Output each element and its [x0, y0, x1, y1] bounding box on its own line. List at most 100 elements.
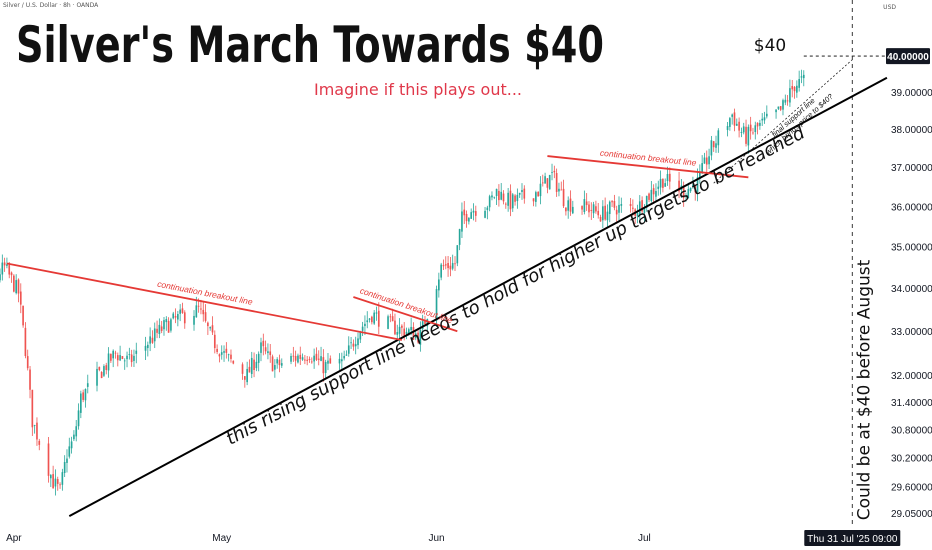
candle-body	[207, 322, 209, 327]
candle-body	[715, 143, 717, 148]
candle-body	[119, 355, 121, 361]
candle-body	[264, 347, 267, 352]
candle-body	[373, 312, 376, 324]
candle-body	[329, 358, 332, 364]
candle-body	[791, 85, 794, 90]
price-tick-label: 36.00000	[891, 202, 932, 213]
candle-body	[583, 199, 586, 212]
candle-body	[304, 359, 306, 361]
candle-body	[308, 359, 311, 361]
time-axis: Apr May Jun Jul Thu 31 Jul '25 09:00	[6, 530, 901, 546]
candle-body	[241, 364, 244, 374]
candle-body	[486, 207, 489, 211]
candle-body	[160, 326, 163, 331]
candle-body	[775, 109, 777, 113]
candle-body	[802, 74, 805, 79]
candle-body	[63, 461, 66, 474]
candle-body	[292, 355, 295, 357]
candle-body	[123, 360, 126, 362]
candle-body	[10, 272, 13, 276]
candle-body	[375, 312, 378, 314]
candle-body	[689, 187, 692, 192]
candle-body	[170, 319, 172, 331]
candle-body	[602, 206, 604, 221]
candle-body	[31, 389, 34, 428]
candle-body	[357, 338, 359, 346]
candle-body	[484, 210, 486, 218]
candle-body	[560, 189, 563, 191]
candle-body	[407, 329, 410, 334]
candle-body	[500, 191, 503, 200]
support-line-label: this rising support line needs to hold f…	[223, 122, 809, 449]
candle-body	[232, 360, 235, 364]
candle-body	[629, 204, 632, 207]
time-tick-label: Apr	[6, 533, 22, 544]
candle-body	[565, 207, 567, 212]
candle-body	[692, 184, 694, 187]
candle-body	[417, 332, 419, 343]
price-tick-label: 32.00000	[891, 371, 932, 382]
candle-body	[211, 325, 214, 333]
candle-body	[618, 204, 620, 213]
candle-body	[66, 458, 68, 463]
candle-body	[301, 357, 304, 360]
candle-body	[38, 440, 41, 445]
candle-body	[442, 265, 445, 267]
candle-body	[493, 196, 496, 198]
currency-label: USD	[883, 4, 896, 11]
candle-body	[359, 331, 362, 340]
candle-body	[116, 355, 119, 361]
price-tick-label: 38.00000	[891, 125, 932, 136]
candle-body	[655, 191, 657, 197]
time-badge	[804, 530, 901, 546]
candle-body	[444, 264, 447, 266]
candle-body	[763, 117, 766, 121]
candle-body	[599, 216, 602, 222]
candle-body	[648, 193, 650, 200]
candle-body	[398, 326, 401, 334]
candle-body	[114, 352, 117, 354]
candle-body	[322, 357, 325, 374]
candle-body	[685, 195, 687, 197]
candle-body	[172, 313, 175, 319]
candle-body	[364, 323, 366, 327]
candle-body	[320, 356, 322, 361]
candle-body	[225, 348, 228, 353]
candle-body	[738, 121, 740, 131]
candle-body	[26, 356, 29, 369]
candle-body	[645, 195, 648, 208]
candle-body	[652, 188, 655, 195]
price-tick-label: 29.05000	[891, 509, 932, 520]
candle-body	[163, 320, 165, 330]
candle-body	[682, 185, 685, 198]
candle-body	[149, 336, 151, 344]
candle-body	[632, 207, 634, 209]
candle-body	[306, 359, 309, 361]
candle-body	[731, 114, 734, 117]
candle-body	[509, 190, 512, 210]
candle-body	[595, 206, 597, 212]
candle-body	[754, 125, 757, 132]
candle-body	[59, 484, 61, 486]
candle-body	[449, 265, 452, 270]
candle-body	[474, 211, 477, 216]
candle-body	[581, 206, 583, 210]
candle-body	[424, 320, 426, 325]
candle-body	[747, 126, 750, 146]
candle-body	[246, 368, 248, 383]
candle-body	[463, 209, 466, 216]
support-line	[68, 76, 888, 517]
candle-body	[604, 205, 606, 220]
candle-body	[361, 326, 364, 331]
candle-body	[438, 279, 440, 291]
candle-body	[401, 325, 403, 328]
candle-body	[52, 474, 54, 489]
candle-body	[19, 291, 22, 305]
candle-body	[338, 358, 341, 364]
candle-body	[546, 178, 549, 188]
candle-body	[641, 200, 643, 212]
price-tick-label: 30.20000	[891, 454, 932, 465]
candle-body	[257, 353, 260, 363]
candle-body	[793, 86, 796, 92]
